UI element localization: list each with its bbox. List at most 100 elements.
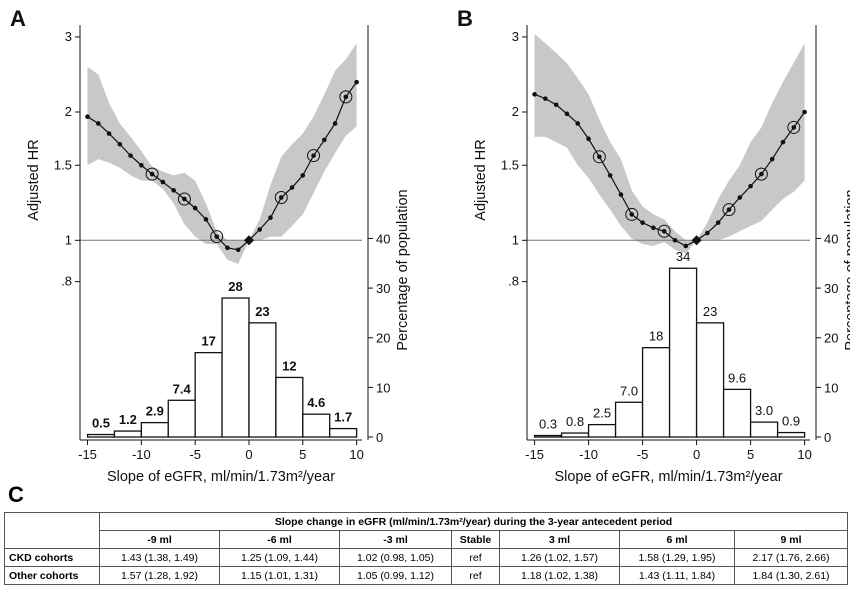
y2-tick-label: 40 [824, 231, 838, 246]
table-cell: 1.43 (1.11, 1.84) [619, 566, 735, 585]
table-cell: 1.58 (1.29, 1.95) [619, 548, 735, 567]
table-cell: 1.43 (1.38, 1.49) [99, 548, 220, 567]
table-cell: CKD cohorts [4, 548, 100, 567]
y2-tick-label: 10 [824, 380, 838, 395]
value-label: 1.7 [334, 410, 352, 425]
point [737, 195, 743, 200]
point [759, 171, 764, 177]
point [791, 125, 797, 130]
point [235, 247, 241, 253]
point [651, 225, 656, 231]
point [85, 114, 90, 119]
histogram-bar [695, 322, 725, 438]
point [289, 185, 295, 190]
y-tick-label: 1.5 [54, 157, 72, 172]
point [117, 141, 123, 147]
hr-line [534, 93, 806, 247]
point-circle [145, 167, 159, 181]
histogram-bar [86, 433, 116, 438]
y2-tick-label: 40 [376, 231, 390, 246]
point-circle [177, 192, 191, 206]
histogram-bar [749, 421, 779, 438]
x-tick-label: -10 [579, 447, 598, 462]
point [311, 153, 316, 158]
value-label: 7.4 [173, 381, 192, 396]
x-axis-label: Slope of eGFR, ml/min/1.73m²/year [107, 469, 335, 485]
point [683, 243, 689, 249]
value-label: 0.9 [782, 414, 800, 429]
value-label: 0.8 [566, 414, 584, 429]
table-cell: Slope change in eGFR (ml/min/1.73m²/year… [98, 512, 849, 531]
y-axis-label: Adjusted HR [26, 139, 42, 220]
point [182, 196, 187, 202]
point-circle [274, 191, 288, 205]
table-row: CKD cohorts 1.43 (1.38, 1.49) 1.25 (1.09, … [4, 548, 849, 567]
value-label: 18 [649, 329, 663, 344]
table-cell: 1.25 (1.09, 1.44) [219, 548, 340, 567]
point [748, 183, 753, 189]
table-cell: 1.02 (0.98, 1.05) [339, 548, 452, 567]
point [553, 102, 559, 108]
point [139, 162, 144, 168]
y2-axis-label: Percentage of population [843, 189, 850, 350]
table-cell: 2.17 (1.76, 2.66) [733, 548, 849, 567]
table-cell: 1.57 (1.28, 1.92) [99, 566, 220, 585]
chart: A0.5 1.22.97.4172823124.61.7.811.52301020… [10, 6, 850, 485]
point [257, 227, 263, 232]
point-circle [787, 120, 801, 134]
point [780, 139, 786, 145]
point-circle [754, 167, 768, 181]
y2-tick-label: 0 [824, 430, 831, 445]
point-circle [210, 230, 224, 244]
y-tick-label: .8 [508, 274, 519, 289]
y2-tick-label: 30 [824, 281, 838, 296]
point [106, 131, 112, 136]
y-tick-label: 1 [65, 232, 72, 247]
histogram-bar [776, 431, 806, 438]
y-tick-label: 3 [512, 29, 519, 44]
table-cell: 3 ml [499, 530, 620, 549]
panel-label: B [457, 6, 473, 31]
point [171, 188, 176, 193]
panel-label: C [8, 482, 24, 507]
point [726, 207, 732, 212]
point-circle [625, 207, 639, 221]
value-label: 0.3 [539, 417, 557, 432]
confidence-band [534, 33, 805, 254]
value-label: 23 [703, 304, 717, 319]
x-tick-label: 0 [693, 447, 700, 462]
histogram-bar [302, 413, 331, 438]
point [543, 96, 548, 101]
point-circle [339, 90, 353, 104]
point [575, 121, 581, 126]
histogram-bar [221, 297, 250, 438]
point [354, 79, 359, 85]
histogram-bar [113, 430, 143, 438]
point-circle [592, 150, 606, 164]
point-circle [657, 224, 671, 238]
histogram-bar [560, 432, 590, 438]
table-cell: -3 ml [339, 530, 452, 549]
y2-tick-label: 20 [824, 331, 838, 346]
point [149, 171, 155, 177]
x-tick-label: -15 [525, 447, 544, 462]
y-tick-label: 3 [65, 29, 72, 44]
table-cell: 1.84 (1.30, 2.61) [733, 566, 849, 585]
table-cell: 1.18 (1.02, 1.38) [499, 566, 620, 585]
y-tick-label: 1 [512, 232, 519, 247]
y2-tick-label: 0 [376, 430, 383, 445]
histogram-bar [668, 267, 698, 438]
point [278, 195, 284, 200]
histogram-bar [587, 423, 617, 438]
point [225, 245, 230, 251]
y2-tick-label: 20 [376, 331, 390, 346]
table-row: Other cohorts 1.57 (1.28, 1.92) 1.15 (1.01… [4, 566, 849, 585]
panel-label: A [10, 6, 26, 31]
point [300, 173, 306, 178]
point [715, 220, 721, 225]
y2-tick-label: 30 [376, 281, 390, 296]
table-cell: ref [451, 566, 500, 585]
table-cell: -9 ml [99, 530, 220, 549]
y-axis-label: Adjusted HR [473, 139, 489, 220]
point [672, 238, 678, 243]
